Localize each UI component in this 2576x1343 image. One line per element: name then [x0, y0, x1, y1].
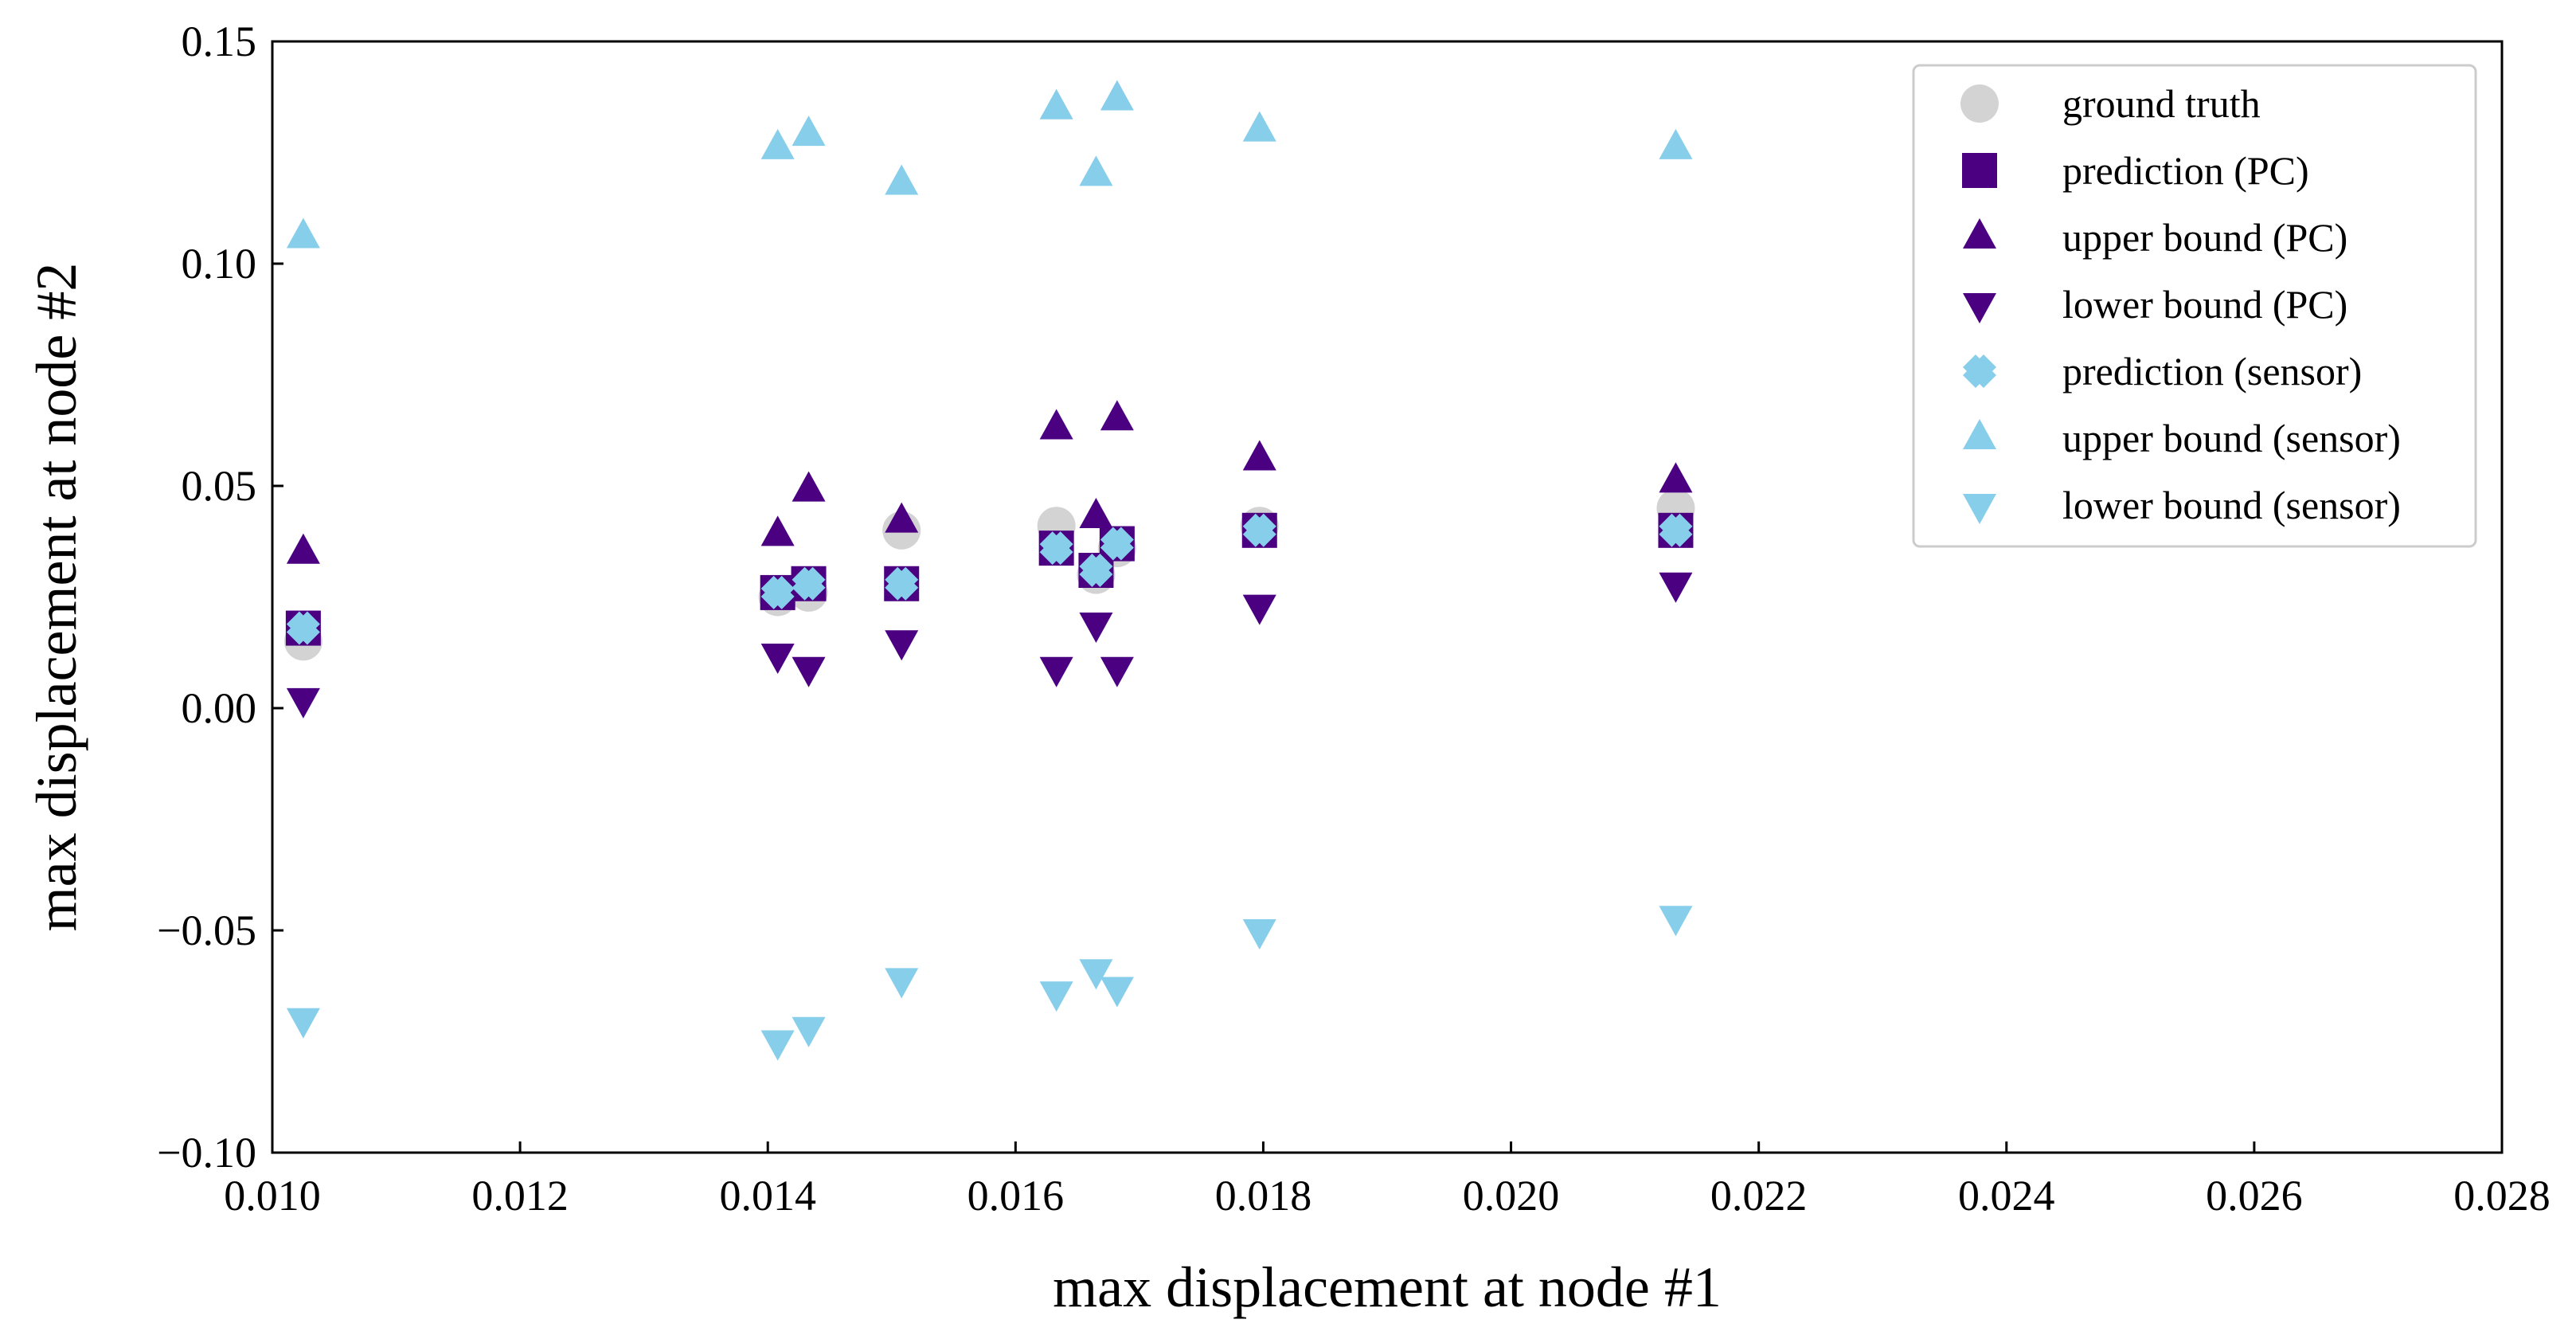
point-upper-bound-pc: [792, 471, 826, 502]
point-upper-bound-sensor: [1242, 111, 1276, 142]
point-prediction-sensor: [1039, 531, 1073, 566]
point-lower-bound-sensor: [1659, 906, 1693, 937]
x-tick-label: 0.020: [1463, 1172, 1560, 1220]
legend-item: prediction (PC): [1962, 148, 2309, 193]
series-upper-bound-pc: [286, 400, 1693, 564]
point-upper-bound-sensor: [1659, 128, 1693, 159]
point-lower-bound-sensor: [885, 968, 919, 999]
y-tick-label: −0.10: [157, 1129, 256, 1177]
legend-marker-lower-bound-sensor: [1963, 494, 1996, 524]
series-upper-bound-sensor: [286, 80, 1693, 249]
x-tick-label: 0.010: [224, 1172, 321, 1220]
point-upper-bound-sensor: [286, 217, 320, 249]
point-prediction-sensor: [1100, 527, 1134, 561]
x-tick-label: 0.022: [1710, 1172, 1808, 1220]
y-tick-label: −0.05: [157, 906, 256, 954]
point-upper-bound-sensor: [1100, 80, 1134, 111]
point-upper-bound-sensor: [792, 116, 826, 147]
point-prediction-sensor: [1242, 513, 1276, 547]
point-prediction-sensor: [792, 566, 826, 601]
legend-label: prediction (PC): [2062, 148, 2309, 193]
point-lower-bound-sensor: [1039, 981, 1073, 1012]
x-axis-label: max displacement at node #1: [1053, 1255, 1722, 1319]
legend-label: upper bound (PC): [2062, 215, 2347, 260]
point-upper-bound-pc: [1100, 400, 1134, 431]
x-tick-label: 0.018: [1215, 1172, 1312, 1220]
point-lower-bound-sensor: [1100, 977, 1134, 1008]
legend-marker-ground-truth: [1960, 84, 1999, 123]
point-lower-bound-sensor: [792, 1016, 826, 1047]
point-upper-bound-sensor: [760, 128, 795, 159]
point-prediction-sensor: [760, 575, 795, 609]
y-axis: −0.10 −0.05 0.00 0.05 0.10 0.15: [157, 18, 283, 1177]
point-lower-bound-pc: [1659, 572, 1693, 603]
point-prediction-sensor: [1659, 513, 1693, 547]
x-tick-label: 0.012: [471, 1172, 569, 1220]
point-lower-bound-pc: [286, 687, 320, 718]
point-lower-bound-pc: [1039, 656, 1073, 687]
point-upper-bound-pc: [1659, 462, 1693, 493]
point-lower-bound-pc: [1079, 612, 1113, 643]
series-lower-bound-sensor: [286, 906, 1693, 1061]
y-tick-label: 0.05: [182, 462, 257, 510]
legend-label: ground truth: [2062, 81, 2261, 126]
legend-marker-lower-bound-pc: [1963, 293, 1996, 323]
legend-label: lower bound (sensor): [2062, 483, 2401, 527]
point-lower-bound-sensor: [1079, 959, 1113, 990]
y-tick-label: 0.15: [182, 18, 257, 65]
plot-frame: [271, 40, 2504, 1154]
legend-item: upper bound (sensor): [1963, 416, 2401, 460]
point-lower-bound-pc: [760, 644, 795, 675]
point-upper-bound-pc: [1079, 498, 1113, 529]
legend-marker-prediction-pc: [1962, 153, 1997, 188]
point-lower-bound-pc: [885, 630, 919, 661]
x-tick-label: 0.028: [2453, 1172, 2551, 1220]
point-lower-bound-pc: [1242, 594, 1276, 625]
point-lower-bound-pc: [1100, 656, 1134, 687]
plot-area: [283, 80, 1695, 1061]
point-lower-bound-sensor: [1242, 919, 1276, 949]
legend-label: prediction (sensor): [2062, 349, 2362, 394]
x-tick-label: 0.024: [1958, 1172, 2055, 1220]
point-upper-bound-pc: [760, 515, 795, 546]
point-upper-bound-sensor: [1079, 155, 1113, 186]
legend-label: lower bound (PC): [2062, 282, 2347, 327]
legend: ground truth prediction (PC) upper bound (…: [1912, 64, 2477, 548]
legend-item: upper bound (PC): [1963, 215, 2347, 260]
legend-marker-upper-bound-pc: [1963, 218, 1996, 249]
legend-item: lower bound (sensor): [1963, 483, 2401, 527]
point-prediction-sensor: [885, 566, 919, 601]
x-tick-label: 0.026: [2206, 1172, 2303, 1220]
point-upper-bound-pc: [1242, 440, 1276, 471]
series-prediction-pc: [285, 512, 1694, 646]
y-axis-label: max displacement at node #2: [25, 263, 88, 932]
point-prediction-sensor: [1079, 554, 1113, 588]
point-prediction-sensor: [286, 611, 320, 645]
point-lower-bound-pc: [792, 656, 826, 687]
point-lower-bound-sensor: [760, 1030, 795, 1061]
point-upper-bound-pc: [885, 502, 919, 533]
point-upper-bound-pc: [1039, 409, 1073, 440]
legend-item: lower bound (PC): [1963, 282, 2347, 327]
legend-label: upper bound (sensor): [2062, 416, 2401, 460]
x-axis: 0.010 0.012 0.014 0.016 0.018 0.020 0.022 0.024…: [224, 1141, 2551, 1220]
y-tick-label: 0.00: [182, 684, 257, 732]
y-tick-label: 0.10: [182, 240, 257, 288]
point-lower-bound-sensor: [286, 1008, 320, 1039]
series-prediction-sensor: [286, 513, 1693, 645]
legend-marker-prediction-sensor: [1963, 354, 1996, 388]
legend-box: [1912, 64, 2477, 548]
legend-item: ground truth: [1960, 81, 2261, 126]
point-upper-bound-sensor: [885, 164, 919, 195]
x-tick-label: 0.016: [967, 1172, 1065, 1220]
legend-item: prediction (sensor): [1963, 349, 2362, 394]
legend-marker-upper-bound-sensor: [1963, 419, 1996, 449]
series-lower-bound-pc: [286, 572, 1693, 718]
x-tick-label: 0.014: [719, 1172, 816, 1220]
series-ground-truth: [283, 488, 1695, 661]
point-upper-bound-sensor: [1039, 88, 1073, 119]
point-upper-bound-pc: [286, 533, 320, 564]
